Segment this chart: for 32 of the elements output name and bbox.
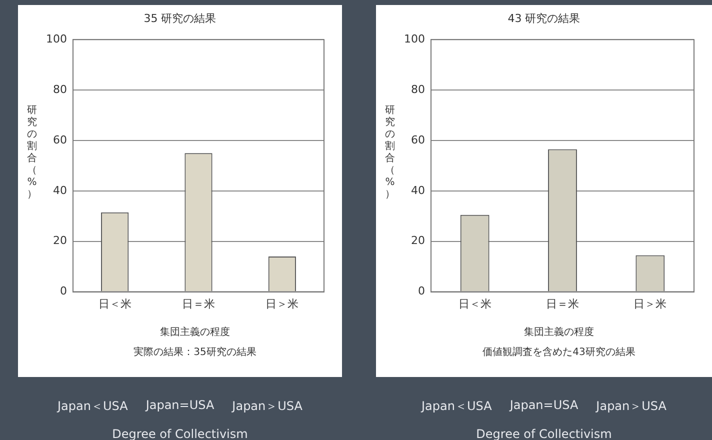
chart-title: 43 研究の結果 bbox=[506, 11, 582, 26]
text: Japan＞USA bbox=[232, 398, 302, 415]
y-tick-label: 20 bbox=[410, 234, 425, 248]
text: Japan=USA bbox=[510, 398, 578, 414]
y-tick-label: 60 bbox=[410, 133, 425, 146]
x-tick-label: 日＞米 bbox=[634, 297, 667, 310]
y-tick-label: 0 bbox=[60, 284, 67, 298]
chart-title: 35 研究の結果 bbox=[142, 11, 218, 26]
y-tick-label: 40 bbox=[52, 184, 67, 197]
y-tick-label: 100 bbox=[46, 32, 67, 46]
y-tick-label: 80 bbox=[52, 82, 67, 96]
y-tick-label: 0 bbox=[418, 284, 425, 298]
text: 価値観調査を含めた43研究の結果 bbox=[482, 346, 636, 359]
x-axis-title: 集団主義の程度 bbox=[523, 326, 595, 339]
text: Japan=USA bbox=[146, 398, 214, 414]
y-axis-title: 研究の割合（%） bbox=[384, 105, 396, 201]
text: Japan＞USA bbox=[596, 398, 666, 415]
text: 実際の結果：35研究の結果 bbox=[132, 346, 258, 359]
x-tick-label: 日＝米 bbox=[182, 297, 215, 310]
y-tick-label: 40 bbox=[410, 184, 425, 197]
y-tick-label: 100 bbox=[404, 32, 425, 46]
y-tick-label: 80 bbox=[410, 82, 425, 96]
text: Japan＜USA bbox=[58, 398, 128, 415]
x-tick-label: 日＝米 bbox=[546, 297, 579, 310]
y-tick-label: 20 bbox=[52, 234, 67, 248]
x-tick-label: 日＜米 bbox=[458, 297, 492, 310]
x-tick-label: 日＞米 bbox=[266, 297, 299, 310]
x-axis-title: 集団主義の程度 bbox=[159, 326, 231, 339]
y-axis-title: 研究の割合（%） bbox=[26, 105, 38, 201]
text: Japan＜USA bbox=[422, 398, 492, 415]
x-tick-label: 日＜米 bbox=[98, 297, 132, 310]
y-tick-label: 60 bbox=[52, 133, 67, 146]
